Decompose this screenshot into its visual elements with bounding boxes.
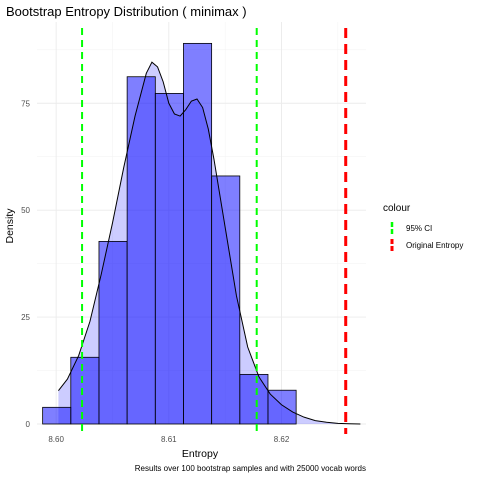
y-tick-labels: 0 25 50 75 <box>21 99 30 429</box>
legend-label-2: Original Entropy <box>406 241 463 250</box>
y-tick-label: 0 <box>26 420 31 429</box>
legend-label-1: 95% CI <box>406 224 432 233</box>
histogram-bar-2 <box>70 356 100 425</box>
x-tick-label: 8.61 <box>161 435 177 444</box>
histogram-bar-4 <box>126 76 156 425</box>
legend-entries: 95% CI Original Entropy <box>390 222 463 251</box>
x-tick-label: 8.62 <box>274 435 290 444</box>
histogram-bar-3 <box>98 240 128 425</box>
chart-caption: Results over 100 bootstrap samples and w… <box>135 464 366 473</box>
density-line-layer <box>58 61 361 425</box>
y-axis-label: Density <box>4 208 16 244</box>
legend-title: colour <box>383 203 411 214</box>
x-tick-label: 8.60 <box>48 435 64 444</box>
histogram-bar-7 <box>211 175 241 425</box>
chart-title: Bootstrap Entropy Distribution ( minimax… <box>6 4 247 19</box>
y-tick-label: 75 <box>21 99 30 108</box>
histogram-bar-5 <box>154 93 184 425</box>
density-line <box>58 61 361 425</box>
x-axis-label: Entropy <box>182 448 219 460</box>
x-tick-labels: 8.60 8.61 8.62 <box>48 435 289 444</box>
y-tick-label: 25 <box>21 313 30 322</box>
histogram-bars <box>42 42 297 425</box>
reference-lines <box>81 28 348 434</box>
histogram-bar-1 <box>42 406 72 425</box>
legend: colour 95% CI Original Entropy <box>383 203 463 251</box>
y-tick-label: 50 <box>21 206 30 215</box>
histogram-bar-8 <box>239 373 269 425</box>
